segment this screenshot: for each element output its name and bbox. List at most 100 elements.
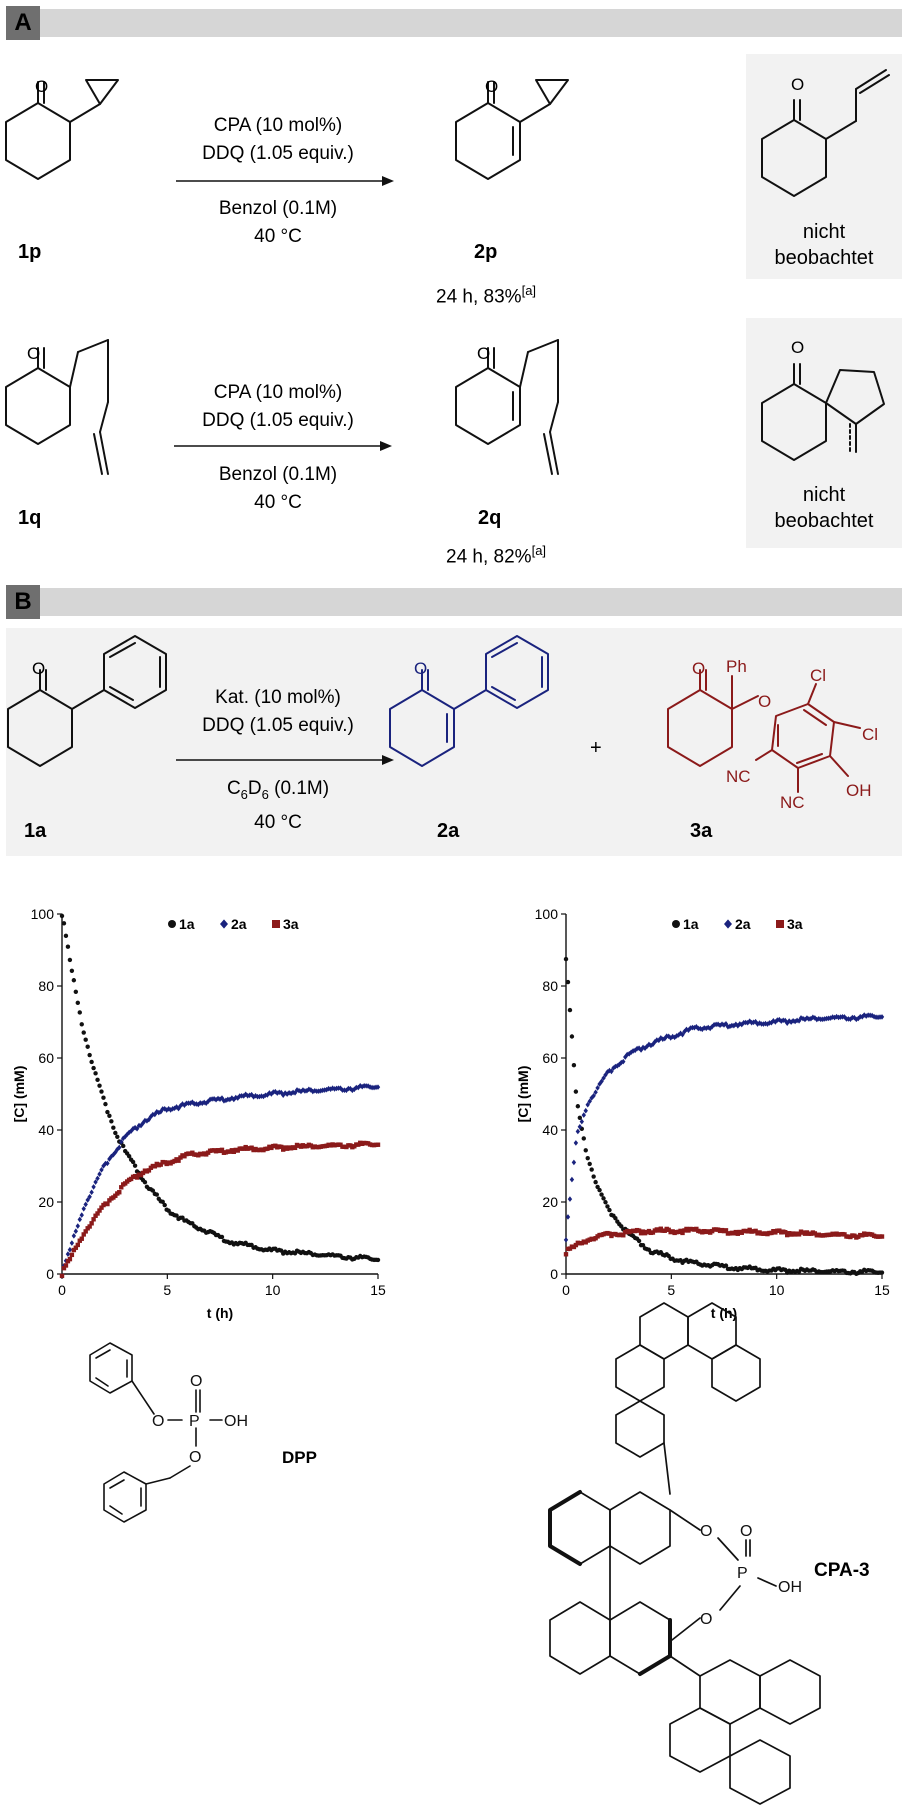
data-point-1a <box>585 1155 590 1161</box>
legend-entry: 1a <box>672 916 699 932</box>
data-point-2a <box>595 1085 600 1091</box>
data-point-1a <box>593 1179 598 1185</box>
data-point-2a <box>269 1091 274 1097</box>
series-2a <box>59 1082 381 1279</box>
data-point-1a <box>601 1196 606 1201</box>
data-point-2a <box>860 1014 865 1020</box>
data-point-3a <box>753 1228 758 1234</box>
y-tick-label: 40 <box>542 1122 558 1138</box>
data-point-1a <box>132 1163 138 1168</box>
cond-1a-c: C <box>226 778 241 799</box>
data-point-2a <box>324 1086 329 1093</box>
data-point-3a <box>783 1230 788 1235</box>
data-point-2a <box>607 1067 612 1074</box>
data-point-2a <box>91 1184 96 1190</box>
atom-ether-o-3a: O <box>758 692 771 711</box>
cond-1a-bottom: C6D6 (0.1M) 40 °C <box>168 775 388 837</box>
data-point-2a <box>628 1049 634 1056</box>
data-point-2a <box>338 1085 343 1092</box>
data-point-1a <box>95 1077 100 1083</box>
arrow-1a <box>176 755 394 765</box>
data-point-3a <box>219 1147 225 1153</box>
data-point-3a <box>69 1252 75 1258</box>
label-1p: 1p <box>18 241 42 263</box>
data-point-2a <box>217 1096 223 1102</box>
data-point-2a <box>848 1016 853 1023</box>
data-point-1a <box>73 989 79 995</box>
data-point-1a <box>93 1071 98 1076</box>
x-axis-label: t (h) <box>711 1305 737 1321</box>
data-point-2a <box>575 1128 581 1135</box>
data-point-2a <box>755 1021 760 1027</box>
section-a-bar <box>6 9 902 37</box>
data-point-2a <box>154 1108 159 1115</box>
data-point-2a <box>609 1068 614 1075</box>
data-point-3a <box>563 1252 569 1257</box>
data-point-2a <box>294 1087 300 1093</box>
data-point-1a <box>573 1089 579 1094</box>
data-point-2a <box>808 1015 814 1022</box>
cond-1a-temp: 40 °C <box>254 811 302 833</box>
side-panel-2 <box>746 318 902 548</box>
data-point-1a <box>591 1174 596 1179</box>
data-point-2a <box>128 1128 134 1134</box>
data-point-2a <box>172 1105 177 1112</box>
data-point-2a <box>257 1093 262 1100</box>
legend-entry: 2a <box>724 916 751 932</box>
series-3a <box>59 1140 381 1279</box>
data-point-2a <box>585 1101 590 1108</box>
data-point-3a <box>59 1273 65 1279</box>
data-point-2a <box>783 1017 788 1024</box>
cond-1q-cat: CPA (10 mol%) <box>213 382 343 403</box>
yield-2q: 24 h, 82%[a] <box>446 543 546 568</box>
data-point-3a <box>105 1201 110 1207</box>
data-point-2a <box>121 1135 126 1142</box>
data-point-2a <box>682 1028 687 1035</box>
atom-o-side2: O <box>791 338 804 357</box>
data-point-3a <box>89 1221 94 1226</box>
yield-2q-note: [a] <box>531 543 547 558</box>
data-point-2a <box>615 1063 620 1069</box>
yield-2q-text: 24 h, 82% <box>446 546 532 568</box>
legend-label: 1a <box>683 916 699 932</box>
molecule-2q: O <box>455 339 559 475</box>
molecule-allyl-side: O <box>761 69 890 197</box>
data-point-3a <box>93 1213 98 1218</box>
data-point-2a <box>89 1189 94 1196</box>
label-dpp: DPP <box>282 1448 317 1467</box>
cond-1q-temp: 40 °C <box>254 492 302 513</box>
data-point-1a <box>107 1113 112 1118</box>
side-panel-1 <box>746 54 902 279</box>
molecule-2p: O <box>455 77 569 180</box>
data-point-2a <box>781 1017 786 1024</box>
data-point-3a <box>140 1170 146 1176</box>
y-tick-label: 100 <box>535 906 559 922</box>
data-point-2a <box>140 1120 146 1126</box>
data-point-2a <box>162 1105 167 1112</box>
data-point-2a <box>300 1087 306 1093</box>
data-point-2a <box>852 1014 857 1021</box>
x-tick-label: 15 <box>370 1282 386 1298</box>
data-point-2a <box>751 1019 756 1026</box>
data-point-2a <box>75 1223 80 1229</box>
data-point-2a <box>174 1104 179 1110</box>
data-point-3a <box>249 1145 254 1150</box>
data-point-3a <box>279 1144 284 1150</box>
data-point-2a <box>662 1035 667 1042</box>
data-point-2a <box>577 1124 583 1130</box>
data-point-2a <box>775 1017 780 1023</box>
data-point-1a <box>81 1030 86 1035</box>
data-point-2a <box>65 1251 71 1257</box>
molecule-spiro-side: O <box>761 338 885 461</box>
data-point-2a <box>138 1122 144 1129</box>
legend-label: 3a <box>283 916 299 932</box>
cond-1p-top: CPA (10 mol%) DDQ (1.05 equiv.) <box>168 112 388 168</box>
side-note-2-l2: beobachtet <box>774 510 874 532</box>
data-point-2a <box>790 1018 796 1024</box>
series-1a <box>563 956 885 1276</box>
legend-entry: 2a <box>220 916 247 932</box>
series-2a <box>563 1012 885 1243</box>
data-point-2a <box>111 1151 116 1158</box>
data-point-3a <box>71 1247 77 1253</box>
